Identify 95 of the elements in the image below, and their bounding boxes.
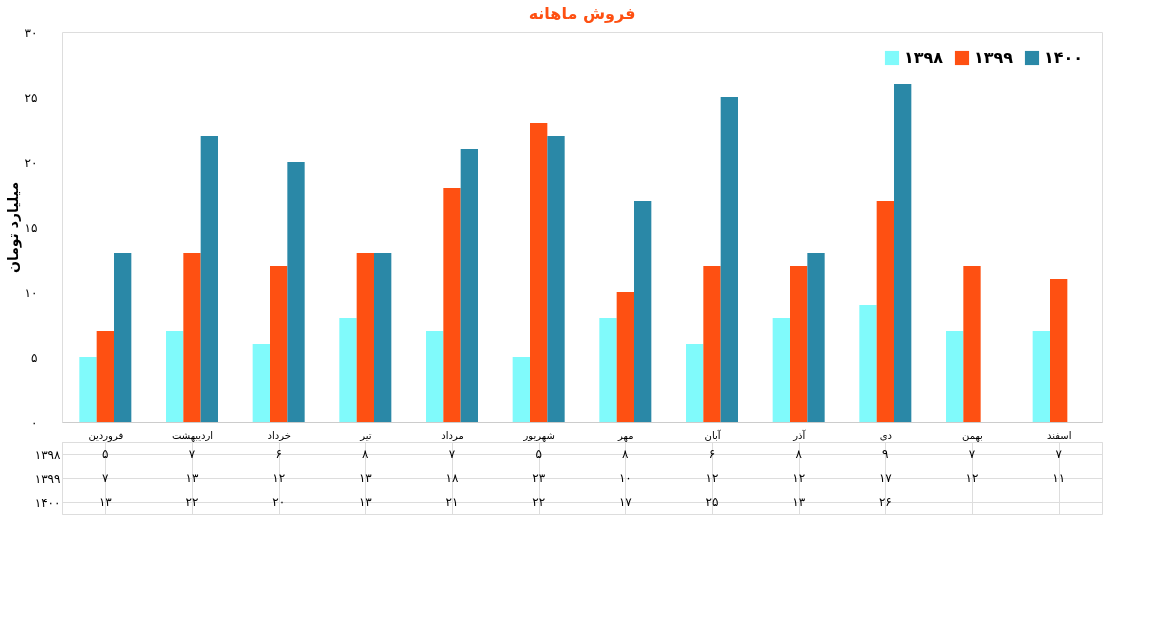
y-tick-label: ۱۰: [24, 285, 38, 300]
data-label: ۱۳: [358, 495, 373, 509]
x-tick-label: اسفند: [1046, 429, 1072, 441]
bar: [720, 97, 738, 422]
bar: [772, 318, 790, 422]
bar: [374, 253, 392, 422]
data-label: ۷: [188, 447, 196, 461]
data-label: ۱۰: [618, 471, 632, 485]
x-tick-label: آبان: [704, 428, 722, 441]
data-label: ۱۲: [965, 471, 979, 485]
text: ۱۳۹۹: [34, 471, 61, 486]
bar: [252, 344, 270, 422]
data-label: ۱۷: [878, 471, 893, 485]
bar: [460, 149, 478, 422]
y-tick-label: ۰: [31, 415, 38, 430]
bar: [946, 331, 964, 422]
y-tick-label: ۲۰: [24, 155, 38, 170]
data-label: ۱۳: [185, 471, 199, 485]
data-label: ۱۱: [1052, 471, 1066, 485]
y-tick-label: ۱۵: [24, 220, 38, 235]
bar: [894, 84, 912, 422]
bar: [790, 266, 808, 422]
x-tick-label: مهر: [617, 429, 634, 442]
bar: [686, 344, 704, 422]
bar: [200, 136, 218, 422]
x-tick-label: دی: [879, 429, 892, 441]
data-label: ۲۰: [272, 495, 286, 509]
x-tick-label: شهریور: [522, 429, 555, 442]
bar: [1032, 331, 1050, 422]
bar: [287, 162, 305, 422]
bar: [530, 123, 548, 422]
bar: [963, 266, 981, 422]
x-tick-label: مرداد: [441, 429, 464, 441]
data-label: ۱۸: [445, 471, 459, 485]
data-label: ۷: [968, 447, 976, 461]
data-label: ۲۶: [878, 495, 892, 509]
bar: [356, 253, 374, 422]
bar: [79, 357, 97, 422]
data-label: ۲۲: [532, 495, 546, 509]
bar: [1050, 279, 1068, 422]
data-label: ۱۳: [358, 471, 373, 485]
bar: [114, 253, 132, 422]
data-label: ۷: [102, 471, 110, 485]
x-tick-label: خرداد: [267, 429, 291, 441]
data-label: ۵: [102, 447, 109, 461]
bar: [634, 201, 652, 422]
data-label: ۸: [622, 447, 630, 461]
data-label: ۲۲: [185, 495, 199, 509]
bar: [96, 331, 114, 422]
bar: [166, 331, 184, 422]
data-label: ۱۳: [98, 495, 113, 509]
chart-title: فروش ماهانه: [528, 4, 636, 23]
data-label: ۱۲: [272, 471, 286, 485]
data-label: ۱۷: [618, 495, 633, 509]
bar: [183, 253, 201, 422]
x-tick-label: فروردین: [88, 429, 124, 442]
x-tick-label: بهمن: [962, 429, 983, 442]
data-label: ۲۳: [532, 471, 546, 485]
bar: [599, 318, 617, 422]
legend-label: ۱۳۹۸: [904, 48, 944, 67]
data-label: ۸: [795, 447, 803, 461]
bar: [443, 188, 461, 422]
data-label: ۷: [1055, 447, 1063, 461]
data-label: ۸: [362, 447, 370, 461]
data-label: ۶: [275, 447, 282, 461]
data-label: ۷: [448, 447, 456, 461]
text: ۱۳۹۸: [34, 447, 61, 462]
bar: [807, 253, 825, 422]
data-label: ۹: [882, 447, 889, 461]
data-label: ۵: [535, 447, 542, 461]
legend-label: ۱۳۹۹: [974, 48, 1014, 67]
y-tick-label: ۲۵: [24, 90, 38, 105]
data-label: ۶: [708, 447, 716, 461]
bar: [876, 201, 894, 422]
bar: [616, 292, 634, 422]
data-label: ۲۱: [445, 495, 459, 509]
bar: [703, 266, 721, 422]
y-tick-label: ۳۰: [24, 25, 38, 40]
x-tick-label: تیر: [359, 429, 372, 441]
text: ۱۴۰۰: [34, 495, 61, 510]
bar: [547, 136, 565, 422]
bar: [426, 331, 444, 422]
bar: [512, 357, 530, 422]
bar: [859, 305, 877, 422]
bar: [339, 318, 357, 422]
y-axis-title: میلیارد تومان: [4, 181, 22, 274]
x-tick-label: اردیبهشت: [171, 429, 214, 442]
data-label: ۱۲: [705, 471, 719, 485]
data-label: ۲۵: [705, 495, 719, 509]
y-tick-label: ۵: [31, 350, 38, 365]
legend-label: ۱۴۰۰: [1044, 48, 1084, 67]
bar: [270, 266, 288, 422]
data-label: ۱۲: [792, 471, 806, 485]
x-tick-label: آذر: [792, 428, 807, 441]
data-label: ۱۳: [792, 495, 806, 509]
